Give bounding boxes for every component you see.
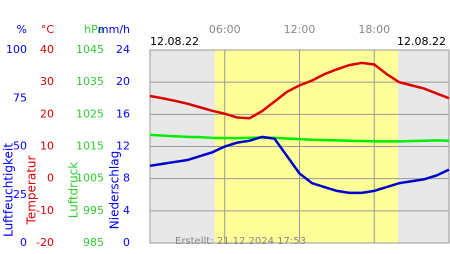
y-tick-label: -20 [36,236,54,249]
axis-label: Niederschlag [108,151,122,229]
y-tick-label: 0 [20,236,27,249]
x-tick-label: 06:00 [209,23,241,36]
y-tick-label: 20 [116,75,130,88]
series-line [149,61,450,120]
y-tick-label: 30 [40,75,54,88]
date-left: 12.08.22 [150,35,199,48]
y-tick-label: 10 [40,140,54,153]
y-tick-label: 985 [83,236,104,249]
axis-unit: °C [41,23,55,36]
y-tick-label: 20 [40,107,54,120]
axis-label: Luftdruck [67,162,81,219]
y-tick-label: 1005 [76,172,104,185]
series-line [149,135,450,195]
axis-unit: mm/h [98,23,130,36]
y-tick-label: 0 [47,172,54,185]
axis-label: Luftfeuchtigkeit [2,143,16,237]
y-tick-label: 40 [40,43,54,56]
footer: Erstellt: 21.12.2024 17:53 [175,236,306,247]
axis-label: Temperatur [25,155,39,225]
y-tick-label: -10 [36,204,54,217]
date-right: 12.08.22 [397,35,446,48]
y-tick-label: 24 [116,43,130,56]
y-tick-label: 1015 [76,140,104,153]
axis-unit: % [17,23,27,36]
y-tick-label: 100 [6,43,27,56]
y-tick-label: 12 [116,140,130,153]
y-tick-label: 25 [13,188,27,201]
y-tick-label: 1025 [76,107,104,120]
plot-frame [149,49,450,244]
x-tick-label: 12:00 [284,23,316,36]
y-tick-label: 0 [123,236,130,249]
axis-unit: hPa [84,23,104,36]
y-tick-label: 995 [83,204,104,217]
series-line [149,133,450,143]
y-tick-label: 1045 [76,43,104,56]
x-tick-label: 18:00 [358,23,390,36]
y-tick-label: 50 [13,140,27,153]
y-tick-label: 1035 [76,75,104,88]
y-tick-label: 75 [13,91,27,104]
y-tick-label: 4 [123,204,130,217]
y-tick-label: 16 [116,107,130,120]
y-tick-label: 8 [123,172,130,185]
